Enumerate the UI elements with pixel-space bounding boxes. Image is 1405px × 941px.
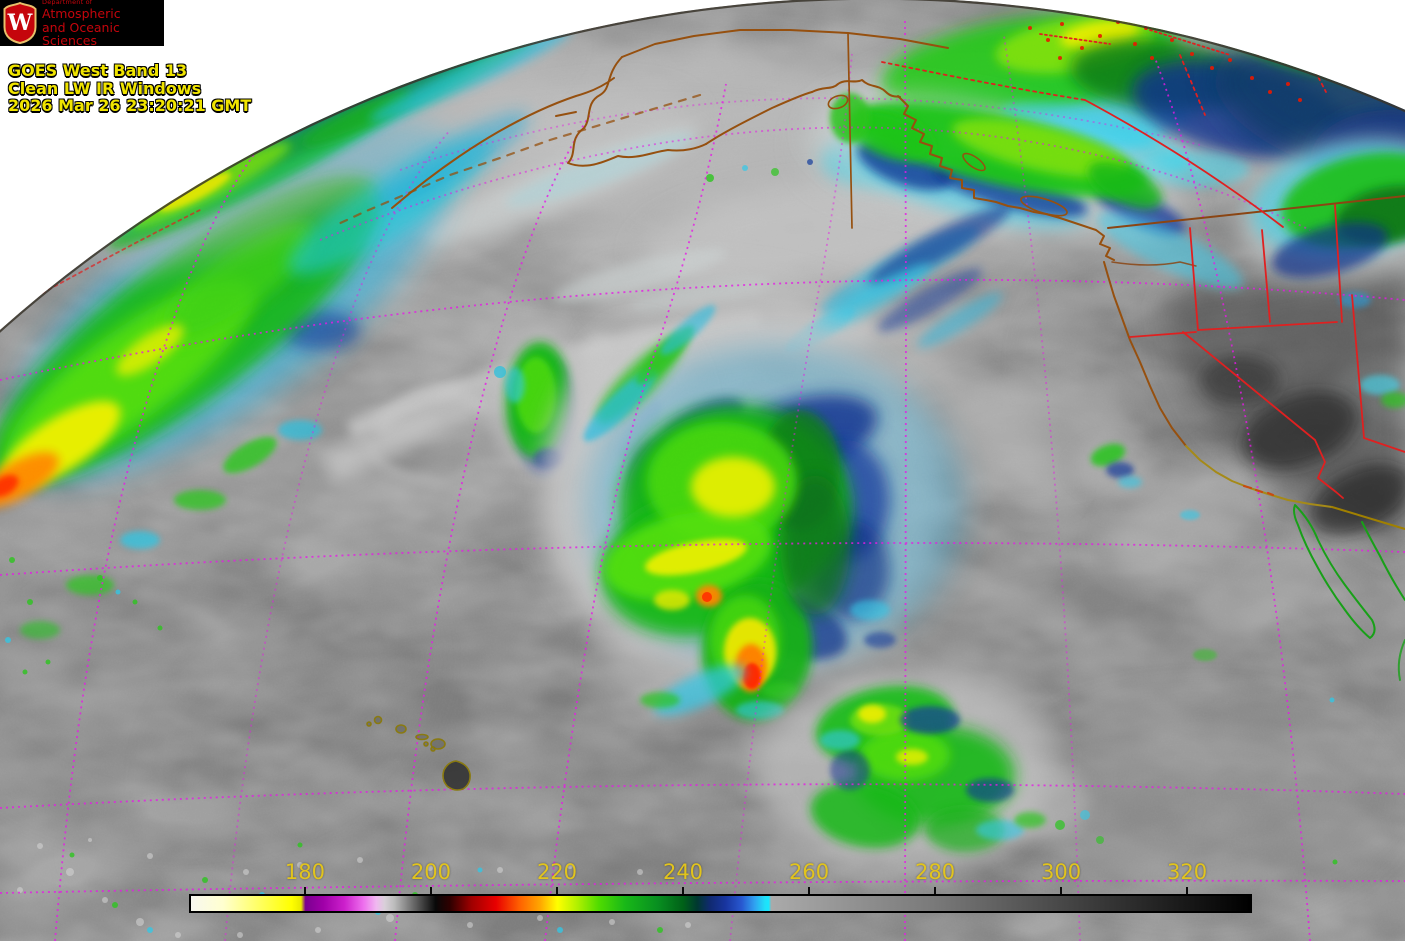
vancouver-island [1020, 195, 1068, 217]
arctic-coast [621, 29, 949, 58]
chukotka-coast [391, 77, 615, 209]
colorbar-tick [682, 887, 684, 894]
molokai [415, 733, 429, 741]
bc-alberta-border [1084, 99, 1284, 228]
alaska-peninsula [705, 91, 813, 145]
logo-dept-line1: Atmospheric [42, 6, 121, 21]
colorbar-tick-label: 180 [284, 860, 325, 884]
kodiak-island [827, 94, 849, 110]
uw-logo-banner: W Department of Atmospheric and Oceanic … [0, 0, 164, 48]
annotation-product-line: GOES West Band 13 [8, 61, 188, 80]
colorbar-tick-label: 300 [1041, 860, 1082, 884]
colorbar-tick [934, 887, 937, 894]
colorbar-tick-label: 220 [536, 860, 578, 884]
mexico-coastline [1293, 504, 1405, 681]
colorbar-tick [303, 887, 306, 894]
colorbar-tick-label: 320 [1167, 860, 1208, 884]
colorbar-tick [1186, 887, 1189, 894]
st-lawrence-island [555, 111, 577, 117]
uw-crest-icon: W [3, 2, 37, 44]
baja-california [1293, 504, 1376, 639]
alaska-yukon-border [847, 32, 853, 229]
channel-islands [1242, 484, 1275, 497]
west-alaska-coast [567, 56, 707, 167]
annotation-timestamp: 2026 Mar 26 23:20:21 GMT [8, 96, 252, 115]
colorbar-tick-label: 240 [662, 860, 704, 884]
colorbar-tick-label: 200 [410, 860, 451, 884]
annotation-band-line: Clean LW IR Windows [8, 78, 202, 98]
hawaii-big-island [442, 760, 471, 791]
maui [430, 738, 446, 750]
us-canada-border [1107, 195, 1405, 229]
logo-dept-prefix: Department of [42, 0, 93, 6]
oahu [395, 724, 407, 734]
columbia-river [1111, 261, 1197, 267]
southcentral-alaska-coast [811, 79, 901, 98]
colorbar-tick [808, 887, 811, 894]
colorbar-tick-label: 260 [788, 860, 830, 884]
aleutian-islands-chain [332, 93, 702, 228]
haida-gwaii [962, 152, 986, 172]
kauai [373, 715, 383, 725]
lanai [423, 741, 429, 747]
niihau [366, 721, 372, 727]
colorbar-tick [429, 887, 432, 894]
logo-text: Department of Atmospheric and Oceanic Sc… [42, 0, 164, 48]
crest-letter: W [7, 10, 33, 36]
southeast-alaska-bc-coast [897, 95, 1115, 261]
sonora-coast [1361, 521, 1405, 601]
colorbar-tick-label: 280 [915, 860, 956, 884]
washington-oregon-coast [1103, 261, 1187, 447]
us-mexico-border [1331, 506, 1405, 530]
colorbar-tick [1060, 887, 1063, 894]
colorbar-gradient [189, 894, 1252, 913]
image-annotation: GOES West Band 13 Clean LW IR Windows 20… [8, 62, 251, 115]
political-borders [29, 15, 1405, 681]
logo-dept-line2: and Oceanic Sciences [42, 19, 120, 48]
hawaii-islands [366, 715, 471, 791]
colorbar-tick [555, 887, 558, 894]
temperature-colorbar: 180 200 220 240 260 280 300 320 [189, 860, 1252, 913]
us-state-borders [1129, 204, 1405, 499]
